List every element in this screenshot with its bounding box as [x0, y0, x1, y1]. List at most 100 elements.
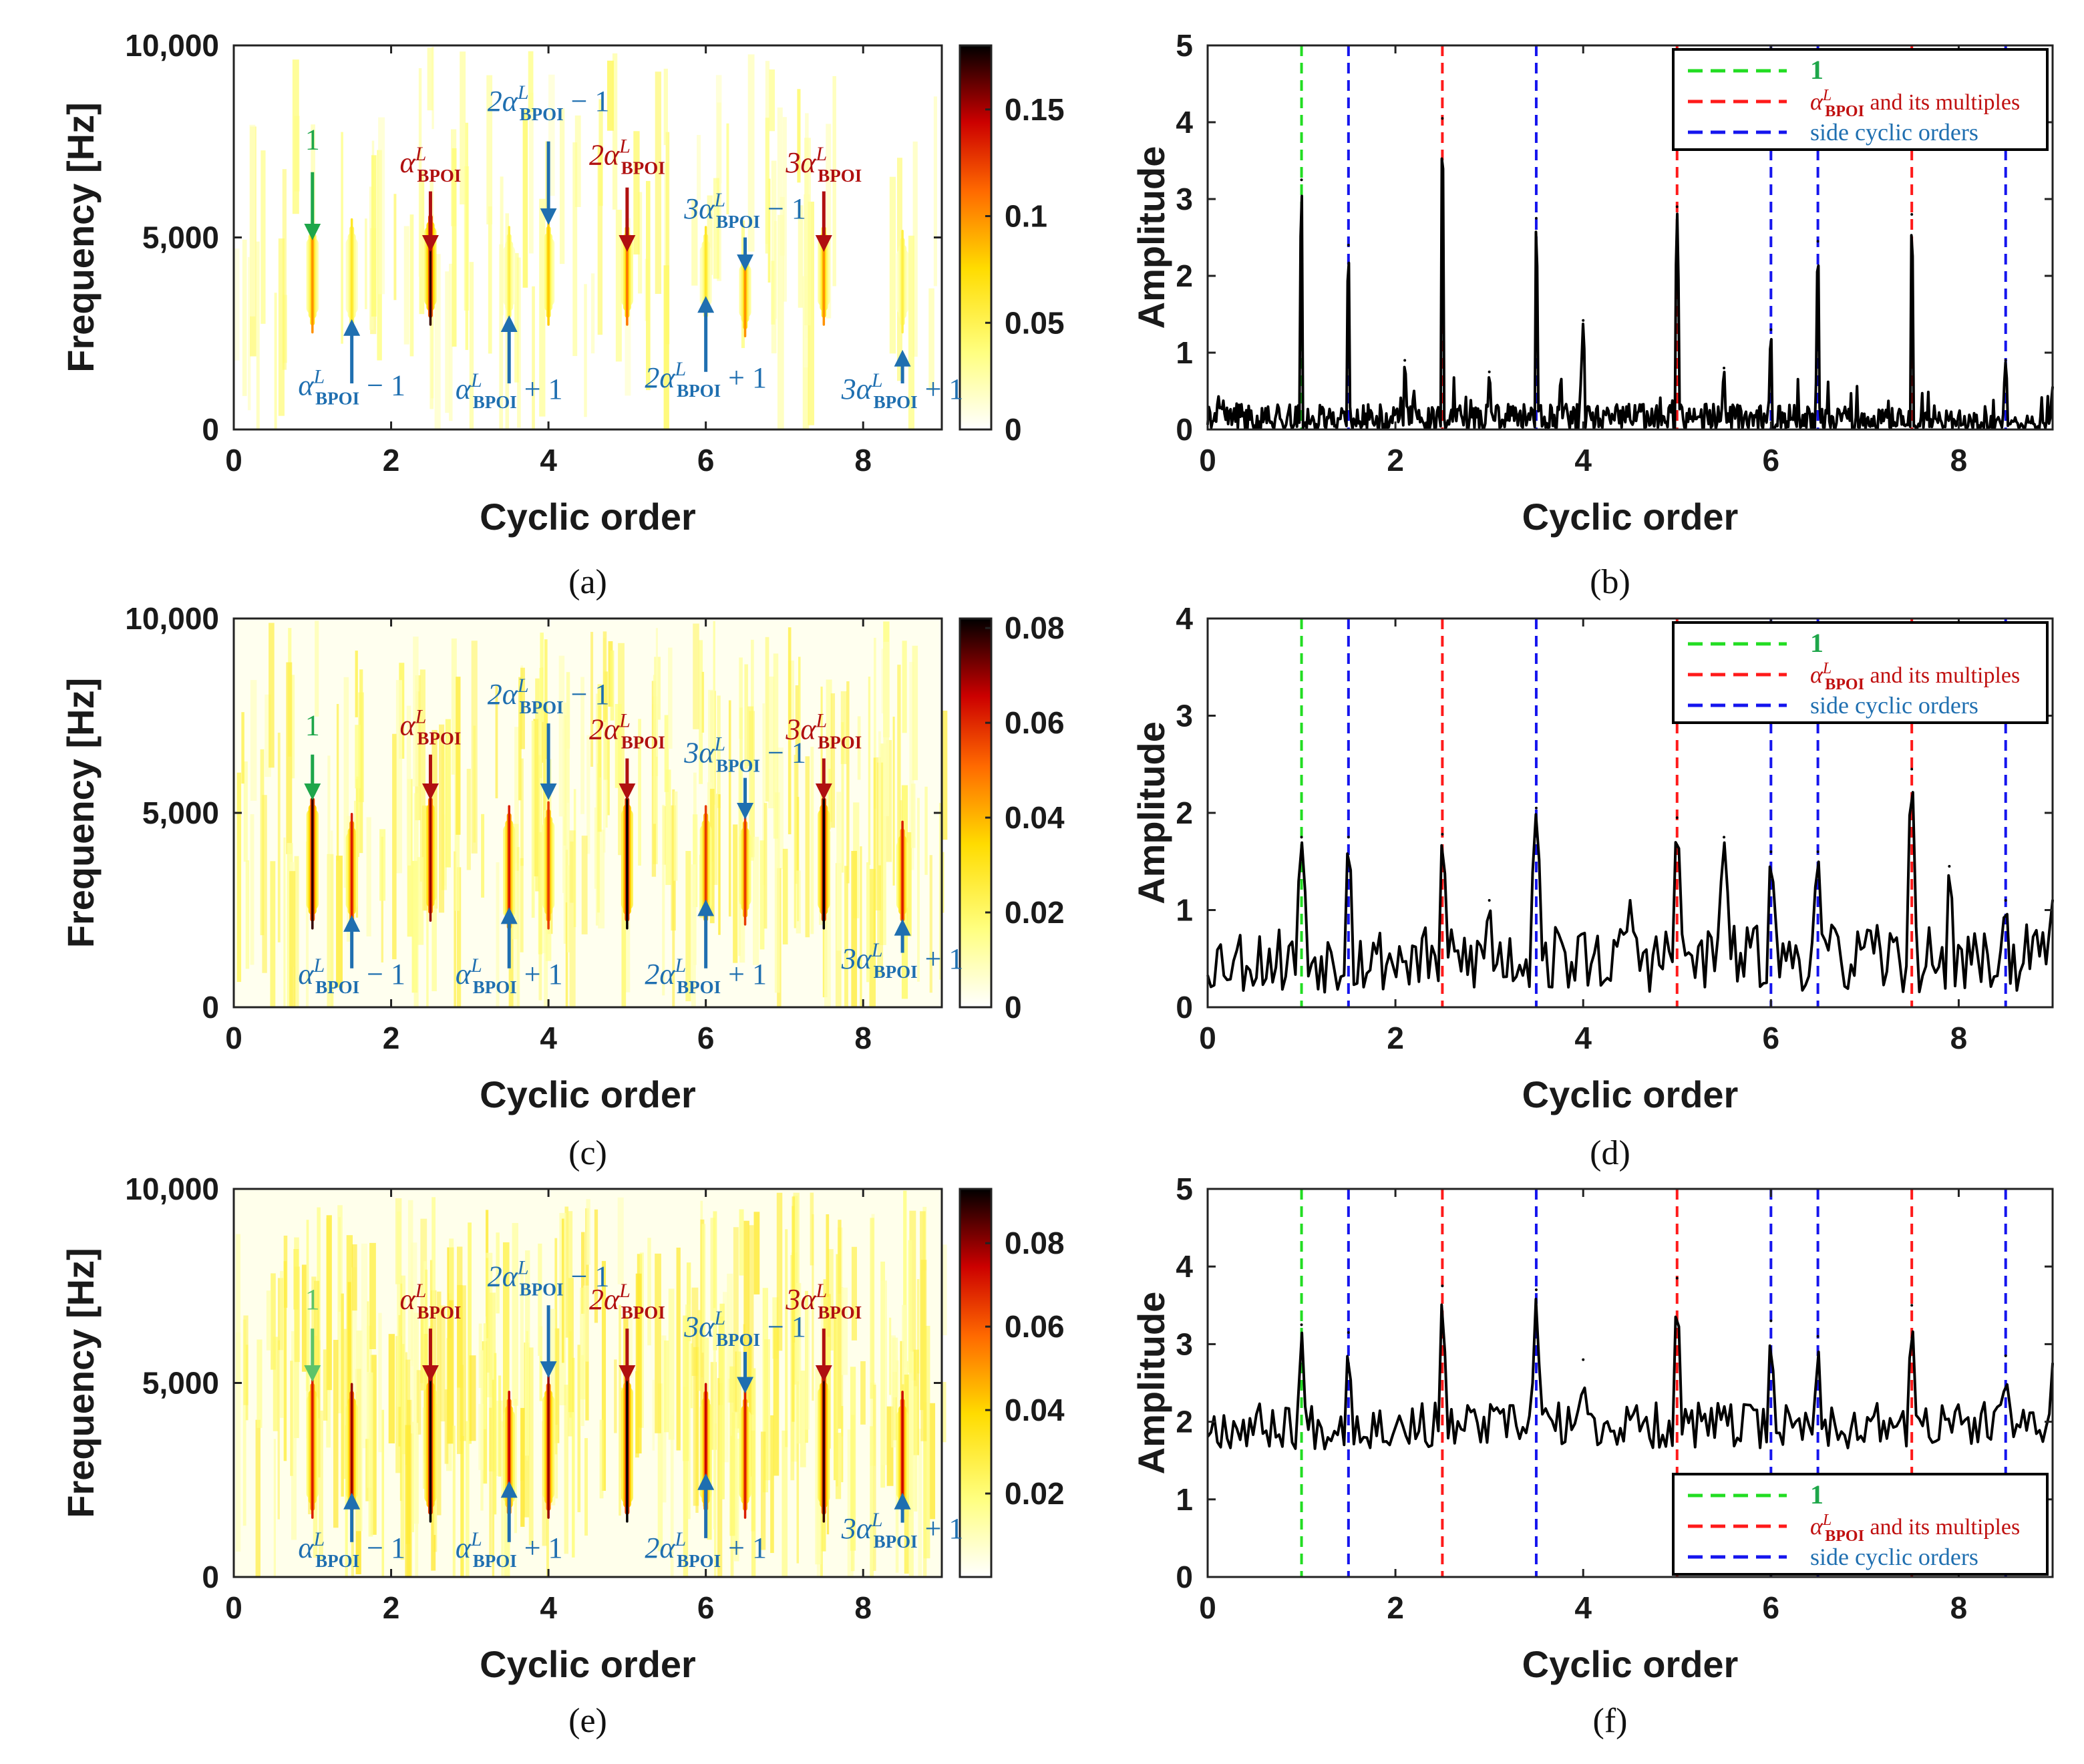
- noise-streak: [598, 830, 605, 929]
- noise-streak: [449, 1238, 454, 1300]
- noise-streak: [605, 719, 608, 828]
- noise-streak: [710, 1218, 715, 1321]
- annotation-label: 2αL BPOI − 1: [488, 1256, 610, 1299]
- noise-streak: [413, 637, 419, 787]
- noise-streak: [381, 1409, 385, 1577]
- noise-streak: [733, 824, 738, 963]
- noise-streak: [655, 628, 658, 757]
- panel-caption: (f): [1593, 1702, 1628, 1740]
- noise-streak: [866, 862, 870, 983]
- noise-streak: [564, 1385, 568, 1554]
- noise-streak: [256, 241, 260, 429]
- x-tick-label: 2: [383, 1021, 400, 1055]
- noise-streak: [820, 686, 823, 807]
- noise-streak: [431, 1197, 436, 1315]
- noise-streak: [883, 641, 890, 816]
- peak-point: [1769, 328, 1773, 331]
- noise-streak: [796, 870, 801, 934]
- noise-streak: [709, 788, 715, 924]
- noise-streak: [416, 1370, 421, 1435]
- noise-streak: [691, 1287, 699, 1376]
- x-axis-label: Cyclic order: [1522, 1073, 1739, 1115]
- colorbar-tick-label: 0.02: [1005, 895, 1065, 930]
- noise-streak: [615, 209, 622, 362]
- noise-streak: [638, 192, 643, 294]
- y-tick-label: 5,000: [142, 1366, 219, 1401]
- noise-streak: [481, 814, 485, 898]
- peak-point: [1403, 359, 1407, 362]
- noise-streak: [460, 1365, 464, 1577]
- noise-streak: [274, 293, 277, 429]
- noise-streak: [580, 677, 584, 814]
- noise-streak: [733, 1227, 739, 1412]
- noise-streak: [875, 757, 881, 911]
- noise-streak: [406, 705, 411, 866]
- colorbar-tick-label: 0: [1005, 412, 1022, 447]
- noise-streak: [366, 817, 371, 936]
- noise-streak: [910, 783, 916, 848]
- noise-streak: [426, 853, 429, 1007]
- peak-point: [1816, 850, 1819, 854]
- noise-streak: [621, 848, 627, 1007]
- peak-point: [1441, 117, 1444, 120]
- noise-streak: [273, 1439, 277, 1577]
- x-tick-label: 0: [225, 443, 242, 478]
- noise-streak: [774, 792, 780, 993]
- x-tick-label: 6: [697, 1021, 715, 1055]
- noise-streak: [581, 836, 588, 934]
- noise-streak: [465, 122, 469, 350]
- noise-streak: [928, 288, 934, 391]
- noise-streak: [889, 1317, 892, 1395]
- noise-streak: [282, 169, 287, 370]
- peak-point: [1910, 767, 1914, 771]
- noise-streak: [548, 74, 555, 196]
- noise-streak: [271, 1273, 276, 1370]
- noise-streak: [728, 700, 731, 917]
- legend-label: side cyclic orders: [1810, 692, 1978, 719]
- noise-streak: [291, 1331, 297, 1540]
- noise-streak: [841, 1287, 848, 1375]
- amplitude-series: [1206, 157, 2054, 430]
- noise-streak: [707, 195, 713, 275]
- noise-streak: [294, 856, 299, 1007]
- colorbar-tick-label: 0.08: [1005, 1226, 1065, 1260]
- noise-streak: [788, 660, 794, 741]
- legend-label: αL BPOI and its multiples: [1810, 87, 2020, 120]
- noise-streak: [661, 1335, 667, 1503]
- annotation-label: αL BPOI − 1: [298, 954, 405, 997]
- noise-streak: [528, 51, 534, 112]
- y-tick-label: 0: [1176, 1560, 1193, 1594]
- y-tick-label: 2: [1176, 1405, 1193, 1439]
- noise-streak: [686, 1262, 691, 1341]
- streak-mark: [311, 1375, 314, 1519]
- noise-streak: [277, 1340, 280, 1520]
- y-tick-label: 0: [202, 412, 219, 447]
- annotation-label: 2αL BPOI: [589, 709, 665, 752]
- noise-streak: [370, 1355, 377, 1535]
- noise-streak: [486, 75, 493, 224]
- noise-streak: [343, 1329, 347, 1479]
- annotation-label: 2αL BPOI − 1: [488, 675, 610, 717]
- noise-streak: [718, 794, 721, 935]
- noise-streak: [908, 235, 914, 429]
- noise-streak: [782, 1430, 788, 1577]
- noise-streak: [447, 1247, 454, 1444]
- noise-streak: [445, 271, 450, 413]
- streak-mark: [350, 1383, 353, 1519]
- y-axis-label: Frequency [Hz]: [59, 1248, 102, 1518]
- streak-mark: [626, 1367, 629, 1523]
- noise-streak: [795, 685, 799, 884]
- peak-point: [2004, 359, 2007, 362]
- noise-streak: [833, 1309, 836, 1481]
- annotation-label: 1: [305, 1283, 320, 1316]
- legend-label: 1: [1810, 55, 1824, 85]
- noise-streak: [419, 669, 425, 882]
- noise-streak: [468, 1222, 472, 1444]
- noise-streak: [645, 180, 651, 391]
- noise-streak: [569, 830, 576, 1007]
- noise-streak: [574, 115, 581, 207]
- legend-label: 1: [1810, 1479, 1824, 1510]
- noise-streak: [323, 1349, 328, 1421]
- noise-streak: [830, 693, 836, 828]
